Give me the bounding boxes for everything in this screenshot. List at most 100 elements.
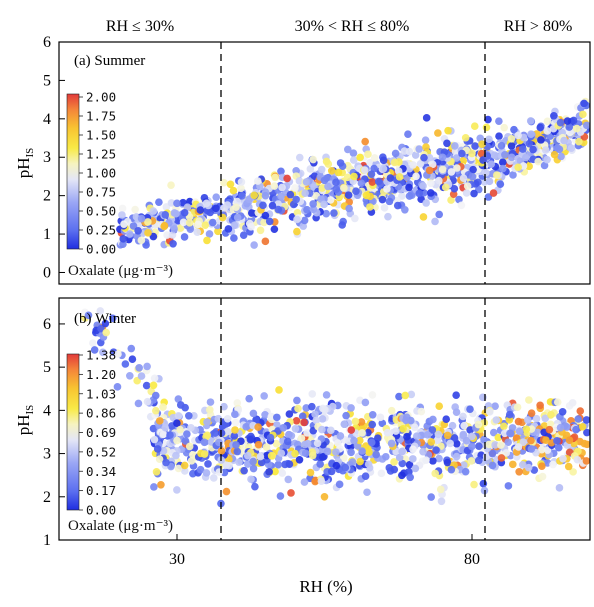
winter-scatter-point <box>402 416 410 425</box>
winter-scatter-point <box>368 410 377 419</box>
summer-scatter-point <box>380 204 389 212</box>
summer-scatter-point <box>409 161 417 169</box>
summer-scatter-point <box>444 126 452 135</box>
winter-scatter-point <box>442 415 451 424</box>
winter-scatter-point <box>173 419 181 428</box>
summer-scatter-point <box>411 151 420 159</box>
winter-scatter-point <box>161 423 169 432</box>
winter-scatter-point <box>143 362 151 371</box>
summer-y-axis-title: pHIS <box>14 148 36 179</box>
winter-y-axis-title: pHIS <box>14 405 36 436</box>
summer-scatter-point <box>309 200 317 208</box>
winter-scatter-point <box>518 460 527 469</box>
winter-scatter-point <box>538 445 546 454</box>
winter-scatter-point <box>488 449 497 458</box>
summer-scatter-point <box>484 115 492 124</box>
winter-scatter-point <box>556 423 565 432</box>
summer-scatter-point <box>478 140 486 148</box>
summer-scatter-point <box>208 218 217 227</box>
winter-scatter-point <box>206 398 215 406</box>
summer-scatter-point <box>292 195 300 204</box>
winter-scatter-point <box>356 457 364 466</box>
summer-scatter-point <box>426 189 435 197</box>
winter-scatter-point <box>142 381 151 390</box>
summer-scatter-point <box>390 158 399 167</box>
winter-scatter-point <box>527 445 536 453</box>
winter-scatter-point <box>358 429 366 437</box>
summer-scatter-point <box>519 145 527 153</box>
summer-scatter-point <box>238 191 246 200</box>
summer-scatter-point <box>349 149 358 157</box>
winter-scatter-point <box>582 416 590 424</box>
summer-scatter-point <box>550 111 558 120</box>
winter-scatter-point <box>96 307 105 315</box>
winter-panel: 1 2 3 4 5 6 30 80 (b) Winter 1.38 1.20 1.03 0.86 0… <box>14 297 591 568</box>
summer-scatter-point <box>256 226 265 235</box>
winter-scatter-point <box>153 445 162 453</box>
winter-scatter-point <box>358 447 366 455</box>
winter-scatter-point <box>276 492 285 500</box>
summer-colorbar-tick-label: 0.75 <box>86 185 116 200</box>
summer-scatter-point <box>497 141 506 150</box>
winter-scatter-point <box>497 441 505 449</box>
winter-scatter-point <box>340 454 348 462</box>
summer-scatter-point <box>405 147 414 156</box>
winter-scatter-point <box>298 412 307 421</box>
winter-scatter-point <box>549 460 557 469</box>
winter-scatter-point <box>308 451 317 460</box>
winter-scatter-point <box>492 416 501 424</box>
summer-scatter-point <box>404 130 412 139</box>
winter-scatter-point <box>155 455 164 464</box>
summer-scatter-point <box>160 221 169 230</box>
summer-y-ticks: 0 1 2 3 4 5 6 <box>43 34 65 281</box>
winter-scatter-point <box>321 406 329 414</box>
winter-scatter-point <box>273 413 281 422</box>
summer-scatter-point <box>452 154 461 162</box>
winter-colorbar-tick-label: 1.38 <box>86 348 116 363</box>
summer-scatter-point <box>271 173 279 182</box>
winter-scatter-point <box>231 418 240 427</box>
winter-scatter-point <box>406 473 414 482</box>
winter-scatter-point <box>159 447 168 455</box>
summer-colorbar <box>66 93 80 250</box>
winter-scatter-point <box>367 438 376 447</box>
summer-scatter-point <box>137 214 146 223</box>
winter-scatter-point <box>422 456 430 464</box>
summer-scatter-point <box>405 192 414 200</box>
winter-scatter-point <box>494 433 503 442</box>
summer-scatter-point <box>259 201 267 210</box>
summer-scatter-point <box>203 236 211 245</box>
winter-scatter-point <box>460 421 468 430</box>
summer-scatter-point <box>509 171 517 179</box>
summer-scatter-point <box>507 134 516 143</box>
winter-y-tick-label: 5 <box>43 359 51 376</box>
summer-scatter-point <box>555 145 564 154</box>
summer-colorbar-tick-label: 0.25 <box>86 223 116 238</box>
summer-scatter-points <box>116 97 590 249</box>
summer-scatter-point <box>447 196 455 204</box>
winter-scatter-point <box>452 408 461 417</box>
summer-colorbar-title: Oxalate (μg·m⁻³) <box>68 263 173 279</box>
winter-scatter-point <box>553 437 561 445</box>
summer-scatter-point <box>220 178 228 187</box>
winter-scatter-point <box>387 439 396 448</box>
winter-scatter-point <box>185 442 194 451</box>
winter-scatter-point <box>180 461 189 470</box>
winter-scatter-point <box>220 402 228 411</box>
winter-scatter-point <box>295 455 304 464</box>
winter-scatter-point <box>450 434 459 442</box>
winter-scatter-point <box>436 485 445 494</box>
winter-scatter-point <box>249 457 257 466</box>
winter-scatter-point <box>351 417 360 426</box>
winter-scatter-point <box>505 410 514 419</box>
x-axis-title: RH (%) <box>299 577 352 596</box>
summer-scatter-point <box>300 216 309 225</box>
summer-scatter-point <box>334 168 343 177</box>
winter-scatter-point <box>245 394 253 403</box>
summer-scatter-point <box>459 174 468 182</box>
winter-scatter-point <box>334 439 342 447</box>
summer-scatter-point <box>237 178 246 186</box>
winter-scatter-point <box>565 436 574 445</box>
summer-scatter-point <box>569 116 578 125</box>
winter-scatter-point <box>173 486 181 494</box>
